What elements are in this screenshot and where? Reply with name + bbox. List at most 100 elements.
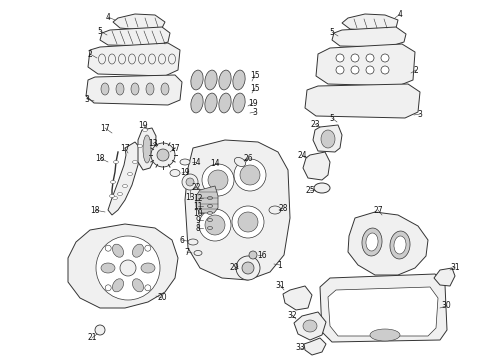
- Polygon shape: [100, 27, 170, 46]
- Circle shape: [96, 236, 160, 300]
- Ellipse shape: [314, 183, 330, 193]
- Circle shape: [145, 245, 151, 251]
- Polygon shape: [196, 186, 218, 213]
- Circle shape: [205, 215, 225, 235]
- Circle shape: [240, 165, 260, 185]
- Text: 7: 7: [185, 248, 190, 257]
- Text: 2: 2: [414, 66, 418, 75]
- Ellipse shape: [112, 279, 123, 292]
- Text: 15: 15: [250, 84, 260, 93]
- Ellipse shape: [114, 161, 119, 163]
- Text: 24: 24: [297, 150, 307, 159]
- Ellipse shape: [394, 236, 406, 254]
- Polygon shape: [304, 338, 326, 355]
- Circle shape: [236, 256, 260, 280]
- Circle shape: [249, 251, 257, 259]
- Polygon shape: [138, 128, 156, 170]
- Text: 3: 3: [417, 109, 422, 118]
- Polygon shape: [303, 152, 330, 180]
- Text: 14: 14: [210, 158, 220, 167]
- Polygon shape: [185, 140, 290, 280]
- Ellipse shape: [370, 329, 400, 341]
- Text: 17: 17: [100, 123, 110, 132]
- Circle shape: [186, 178, 194, 186]
- Circle shape: [145, 285, 151, 291]
- Text: 19: 19: [180, 167, 190, 176]
- Text: 9: 9: [196, 216, 200, 225]
- Text: 5: 5: [330, 113, 335, 122]
- Ellipse shape: [127, 172, 132, 176]
- Circle shape: [199, 209, 231, 241]
- Ellipse shape: [143, 135, 151, 163]
- Ellipse shape: [101, 263, 115, 273]
- Ellipse shape: [366, 66, 374, 74]
- Polygon shape: [305, 84, 420, 118]
- Text: 3: 3: [85, 95, 90, 104]
- Polygon shape: [294, 312, 326, 340]
- Ellipse shape: [234, 157, 245, 167]
- Circle shape: [238, 212, 258, 232]
- Text: 17: 17: [170, 144, 180, 153]
- Ellipse shape: [170, 170, 180, 176]
- Text: 31: 31: [450, 262, 460, 271]
- Text: 4: 4: [105, 13, 110, 22]
- Polygon shape: [316, 44, 415, 86]
- Polygon shape: [88, 43, 180, 76]
- Circle shape: [120, 260, 136, 276]
- Circle shape: [234, 159, 266, 191]
- Ellipse shape: [219, 93, 231, 113]
- Text: 19: 19: [138, 121, 148, 130]
- Ellipse shape: [351, 54, 359, 62]
- Text: 18: 18: [95, 153, 105, 162]
- Circle shape: [208, 170, 228, 190]
- Text: 18: 18: [90, 206, 100, 215]
- Text: 30: 30: [441, 302, 451, 310]
- Text: 23: 23: [310, 120, 320, 129]
- Text: 16: 16: [257, 251, 267, 260]
- Text: 32: 32: [287, 310, 297, 320]
- Text: 28: 28: [278, 203, 288, 212]
- Text: 27: 27: [373, 206, 383, 215]
- Circle shape: [202, 164, 234, 196]
- Ellipse shape: [132, 244, 144, 257]
- Text: 12: 12: [193, 194, 203, 202]
- Text: 5: 5: [330, 27, 335, 36]
- Ellipse shape: [143, 129, 147, 131]
- Ellipse shape: [113, 197, 118, 199]
- Ellipse shape: [233, 70, 245, 90]
- Text: 3: 3: [252, 108, 257, 117]
- Polygon shape: [86, 75, 182, 105]
- Ellipse shape: [336, 66, 344, 74]
- Ellipse shape: [269, 206, 281, 214]
- Circle shape: [182, 174, 198, 190]
- Ellipse shape: [132, 161, 138, 163]
- Ellipse shape: [131, 83, 139, 95]
- Circle shape: [157, 149, 169, 161]
- Ellipse shape: [362, 228, 382, 256]
- Text: 25: 25: [305, 185, 315, 194]
- Text: 20: 20: [157, 293, 167, 302]
- Ellipse shape: [191, 70, 203, 90]
- Polygon shape: [68, 224, 178, 308]
- Text: 21: 21: [87, 333, 97, 342]
- Circle shape: [105, 245, 111, 251]
- Ellipse shape: [207, 204, 213, 207]
- Ellipse shape: [303, 320, 317, 332]
- Polygon shape: [342, 14, 398, 31]
- Ellipse shape: [381, 66, 389, 74]
- Text: 15: 15: [250, 71, 260, 80]
- Polygon shape: [320, 274, 447, 342]
- Text: 14: 14: [191, 158, 201, 166]
- Ellipse shape: [390, 231, 410, 259]
- Text: 13: 13: [185, 193, 195, 202]
- Ellipse shape: [146, 83, 154, 95]
- Polygon shape: [348, 212, 428, 275]
- Polygon shape: [434, 268, 455, 286]
- Ellipse shape: [118, 193, 122, 195]
- Ellipse shape: [207, 197, 213, 199]
- Ellipse shape: [101, 83, 109, 95]
- Ellipse shape: [138, 144, 143, 148]
- Ellipse shape: [207, 212, 213, 215]
- Polygon shape: [108, 142, 140, 215]
- Polygon shape: [313, 125, 342, 152]
